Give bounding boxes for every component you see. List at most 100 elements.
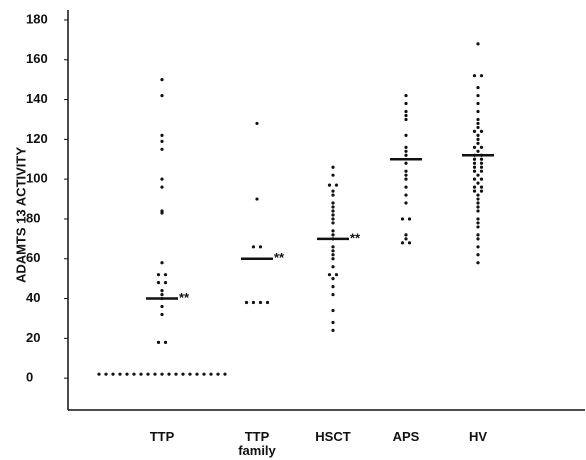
dot [404, 169, 408, 173]
dot [146, 372, 150, 376]
dot [258, 245, 263, 249]
dot [472, 189, 477, 193]
dot [476, 245, 480, 249]
dot [476, 237, 480, 241]
dot [404, 153, 408, 157]
dot [479, 129, 484, 133]
dot [331, 217, 335, 221]
dot [255, 197, 259, 201]
y-tick-label: 100 [26, 171, 48, 186]
dot [476, 149, 480, 153]
dot [251, 245, 256, 249]
dot [404, 161, 408, 165]
dot [331, 173, 335, 177]
dot [163, 281, 168, 285]
dot [404, 201, 408, 205]
significance-mark: ** [179, 290, 190, 305]
dot [476, 209, 480, 213]
dot [476, 201, 480, 205]
dot [331, 285, 335, 289]
dot [223, 372, 227, 376]
x-tick-label: APS [392, 429, 420, 444]
dot [331, 209, 335, 213]
dot [160, 147, 164, 151]
dot [404, 237, 408, 241]
dot [251, 300, 256, 305]
dot [407, 241, 412, 245]
dot [244, 300, 249, 305]
dot [476, 133, 480, 137]
dot [404, 145, 408, 149]
dot [331, 320, 335, 325]
dot [160, 78, 164, 82]
y-tick-label: 20 [26, 330, 40, 345]
dot [476, 217, 480, 221]
dot [476, 197, 480, 201]
y-tick-label: 180 [26, 11, 48, 26]
dot [472, 145, 477, 149]
dot [209, 372, 213, 376]
dot [476, 253, 480, 257]
dot [331, 221, 335, 225]
dot [472, 165, 477, 169]
x-tick-label: TTP [149, 429, 175, 444]
dot [476, 121, 480, 126]
dot [476, 193, 480, 197]
dot [163, 340, 168, 344]
dot [195, 372, 199, 376]
dot [404, 177, 408, 181]
dot [255, 121, 259, 126]
y-axis-title: ADAMTS 13 ACTIVITY [13, 147, 28, 283]
dot [118, 372, 122, 376]
dot [331, 277, 335, 281]
dot [404, 101, 408, 106]
dot [476, 173, 480, 177]
dot [160, 292, 164, 297]
dot [331, 245, 335, 249]
dot [472, 177, 477, 181]
y-tick-label: 160 [26, 51, 48, 66]
dot [331, 193, 335, 197]
dot [331, 233, 335, 237]
dot [404, 173, 408, 177]
dot [331, 213, 335, 217]
dot [472, 129, 477, 133]
dot [476, 137, 480, 141]
dot [104, 372, 108, 376]
y-tick-label: 40 [26, 290, 40, 305]
y-tick-label: 120 [26, 131, 48, 146]
y-tick-label: 80 [26, 210, 40, 225]
dot [404, 149, 408, 153]
dot [265, 300, 270, 305]
dot [331, 201, 335, 205]
dot [331, 328, 335, 332]
dot [404, 185, 408, 189]
dot [331, 257, 335, 261]
dot [472, 169, 477, 173]
dot [331, 253, 335, 257]
dot [476, 225, 480, 229]
dot [331, 265, 335, 269]
dot [476, 141, 480, 145]
dot [404, 117, 408, 122]
dot [160, 185, 164, 189]
dot [479, 161, 484, 165]
dot [163, 273, 168, 277]
dot [97, 372, 101, 376]
dot [167, 372, 171, 376]
dot [327, 183, 332, 187]
dot [476, 93, 480, 98]
dot [111, 372, 115, 376]
dot [479, 74, 484, 78]
dot [160, 261, 164, 265]
dot [476, 101, 480, 106]
dot [479, 169, 484, 173]
dot [476, 233, 480, 237]
dot [216, 372, 220, 376]
dot [472, 157, 477, 161]
dot [156, 273, 161, 277]
dot [476, 117, 480, 122]
dot [472, 74, 477, 78]
dot [404, 133, 408, 137]
